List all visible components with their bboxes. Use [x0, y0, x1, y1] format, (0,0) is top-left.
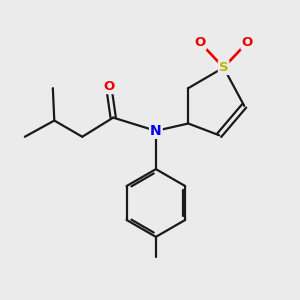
Text: S: S [219, 61, 228, 74]
Text: O: O [242, 36, 253, 49]
Text: O: O [103, 80, 114, 93]
Text: O: O [194, 36, 206, 49]
Text: N: N [150, 124, 162, 138]
